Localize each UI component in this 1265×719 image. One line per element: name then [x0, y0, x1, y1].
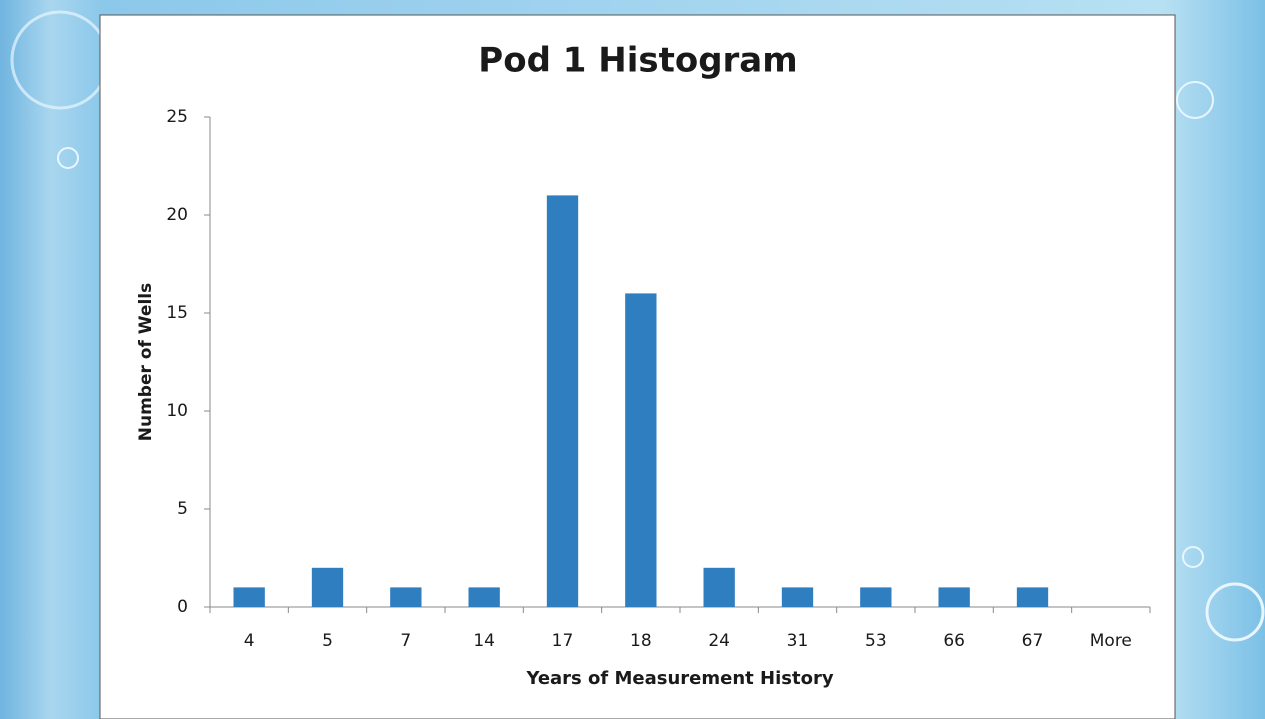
y-axis-label: Number of Wells: [136, 283, 156, 442]
x-tick-label: 17: [552, 631, 574, 651]
bubble: [1182, 546, 1204, 568]
bubble: [1176, 81, 1214, 119]
bar: [703, 567, 735, 607]
bar: [311, 567, 344, 607]
x-tick-label: 67: [1022, 631, 1044, 651]
x-tick-label: 7: [400, 631, 411, 651]
x-tick-label: 66: [943, 631, 965, 651]
y-tick-label: 20: [166, 205, 188, 225]
bubble: [10, 10, 110, 110]
y-tick-label: 15: [166, 303, 188, 323]
chart-title: Pod 1 Histogram: [478, 41, 797, 81]
x-tick-label: 53: [865, 631, 887, 651]
bar: [1016, 587, 1049, 607]
bar: [781, 587, 814, 607]
bar: [938, 587, 970, 607]
bar: [860, 587, 892, 607]
bar: [233, 587, 265, 607]
x-tick-label: 5: [322, 631, 333, 651]
bubble: [1205, 582, 1265, 642]
x-tick-label: 4: [244, 631, 255, 651]
y-tick-label: 10: [166, 401, 188, 421]
x-tick-label: More: [1090, 631, 1132, 651]
y-tick-label: 25: [166, 107, 188, 127]
x-tick-label: 24: [708, 631, 730, 651]
bar: [468, 587, 500, 607]
x-tick-label: 14: [473, 631, 495, 651]
bar: [546, 195, 579, 607]
x-tick-label: 31: [787, 631, 809, 651]
y-tick-label: 5: [177, 499, 188, 519]
bubble: [57, 147, 79, 169]
bar: [390, 587, 422, 607]
x-axis-label: Years of Measurement History: [525, 668, 833, 689]
y-tick-label: 0: [177, 597, 188, 617]
bar: [625, 293, 657, 607]
x-tick-label: 18: [630, 631, 652, 651]
